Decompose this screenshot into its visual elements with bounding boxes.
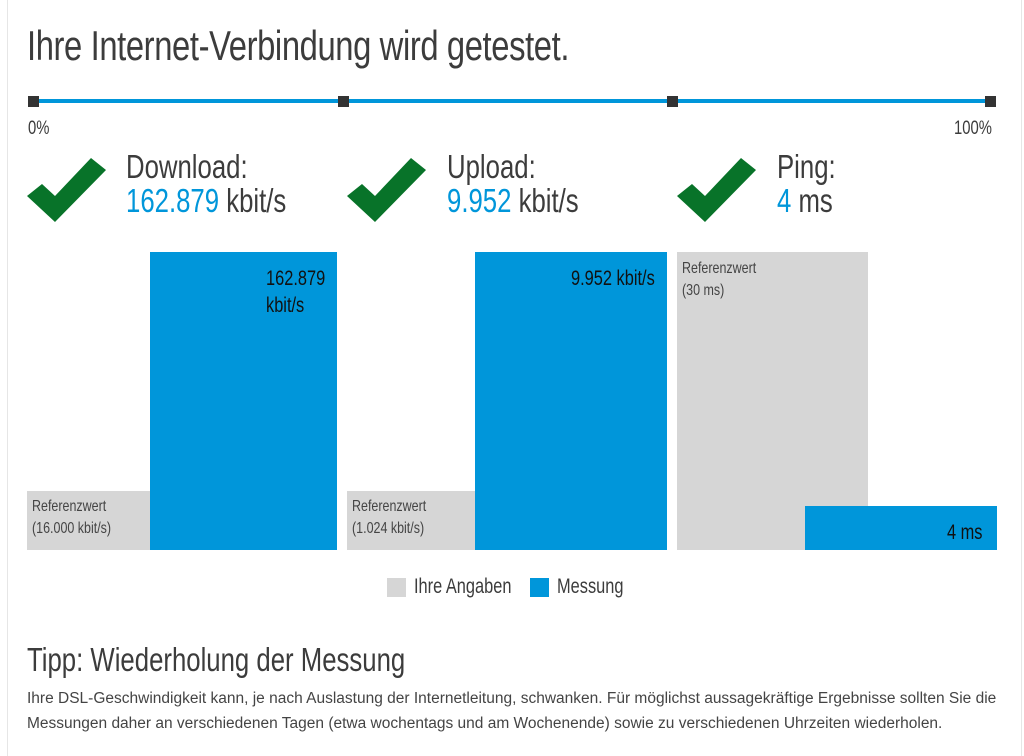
page-title: Ihre Internet-Verbindung wird getestet. (27, 22, 570, 69)
progress-end-label: 100% (954, 118, 992, 139)
download-measured-bar (150, 252, 337, 550)
upload-reference-label: Referenzwert (1.024 kbit/s) (352, 498, 427, 537)
download-measured-label: 162.879 kbit/s (265, 267, 325, 317)
legend-measured: Messung (557, 575, 624, 598)
ping-measured-label: 4 ms (947, 521, 983, 544)
progress-start-label: 0% (28, 118, 50, 139)
page-frame (7, 0, 1022, 756)
ping-reference-bar (677, 252, 868, 550)
download-reference-label: Referenzwert (16.000 kbit/s) (32, 498, 112, 537)
progress-node (985, 96, 996, 107)
check-icon (347, 158, 426, 222)
upload-metric: Upload: 9.952 kbit/s (447, 148, 579, 219)
download-metric: Download: 162.879 kbit/s (126, 148, 287, 219)
tip-heading: Tipp: Wiederholung der Messung (27, 641, 406, 678)
upload-measured-label: 9.952 kbit/s (571, 267, 655, 290)
legend-swatch-reference (387, 578, 406, 597)
ping-metric: Ping: 4 ms (777, 148, 836, 219)
legend-swatch-measured (530, 578, 549, 597)
check-icon (27, 158, 106, 222)
upload-measured-bar (475, 252, 667, 550)
ping-reference-label: Referenzwert (30 ms) (682, 260, 757, 299)
tip-text: Ihre DSL-Geschwindigkeit kann, je nach A… (27, 690, 997, 732)
progress-node (338, 96, 349, 107)
download-reference-bar (27, 491, 150, 550)
legend-reference: Ihre Angaben (414, 575, 512, 598)
ping-measured-bar (805, 506, 997, 550)
progress-bar (33, 99, 991, 103)
upload-reference-bar (347, 491, 475, 550)
check-icon (677, 158, 756, 222)
progress-node (667, 96, 678, 107)
progress-node (28, 96, 39, 107)
